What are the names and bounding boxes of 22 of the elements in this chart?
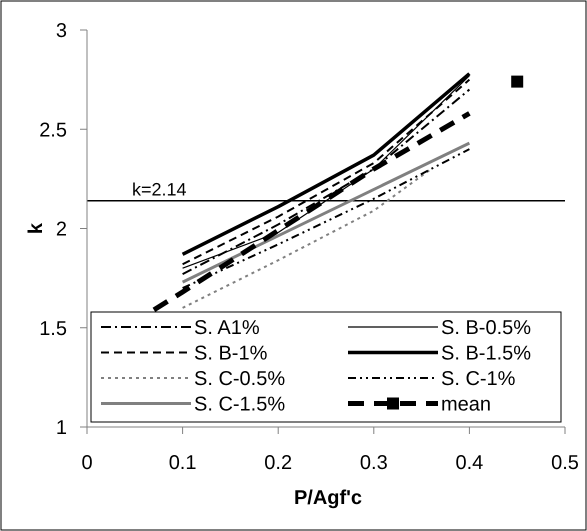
ref-line-label: k=2.14 [132, 180, 187, 200]
y-tick-label: 2 [56, 218, 67, 240]
y-tick-label: 2.5 [39, 119, 67, 142]
y-axis-title: k [25, 222, 47, 234]
legend-label: S. C-1% [441, 368, 516, 390]
y-tick-label: 1.5 [39, 318, 67, 340]
legend-label: S. B-1% [194, 342, 268, 364]
x-tick-label: 0 [81, 452, 93, 474]
x-tick-label: 0.3 [360, 452, 388, 474]
x-tick-label: 0.4 [455, 452, 484, 474]
x-tick-label: 0.2 [264, 452, 292, 474]
y-tick-label: 3 [56, 20, 67, 42]
legend-label: S. C-0.5% [194, 368, 286, 390]
legend-label: S. B-1.5% [441, 342, 532, 364]
legend-label: S. A1% [194, 317, 260, 339]
legend-label: S. C-1.5% [194, 394, 286, 416]
legend-label: mean [441, 394, 492, 416]
x-tick-label: 0.5 [551, 452, 579, 474]
x-axis-title: P/Agf'c [294, 487, 362, 509]
y-tick-label: 1 [56, 417, 67, 439]
legend-label: S. B-0.5% [441, 317, 532, 339]
x-tick-label: 0.1 [168, 452, 197, 474]
